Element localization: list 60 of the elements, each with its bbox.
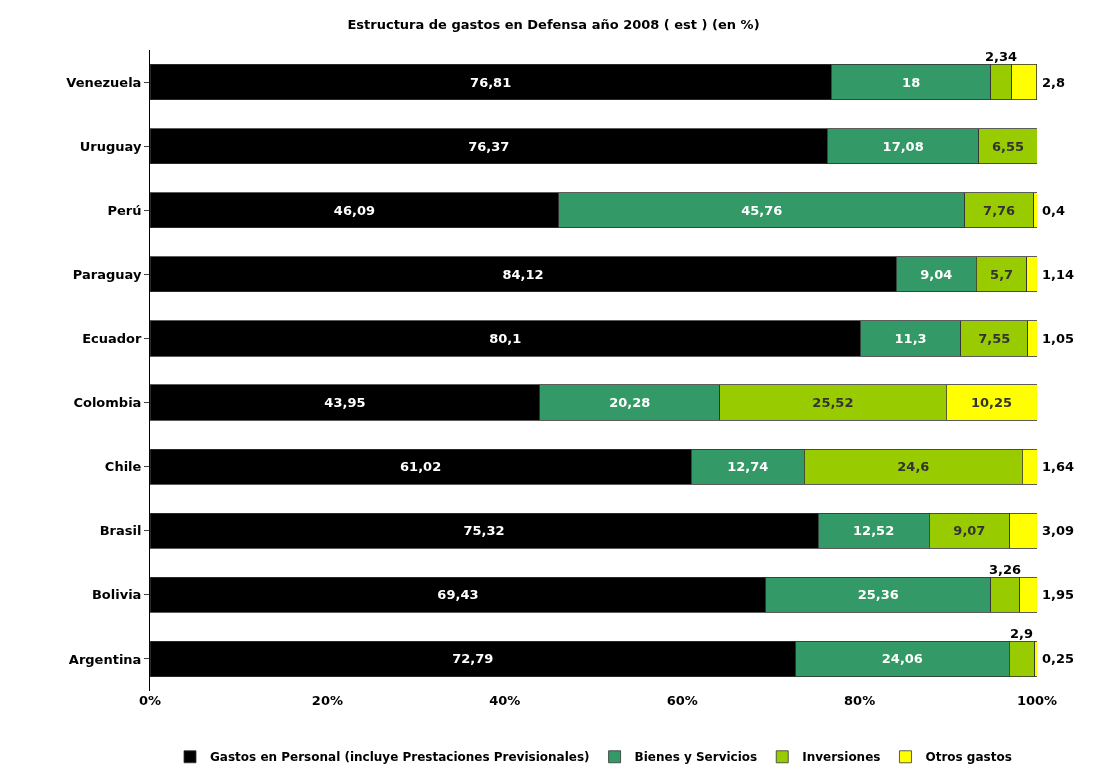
y-tick-label: Uruguay [79, 138, 142, 154]
y-tick-label: Colombia [73, 395, 142, 411]
x-tick-label: 60% [666, 693, 698, 708]
data-label: 43,95 [324, 395, 366, 411]
y-tick-label: Bolivia [91, 587, 142, 603]
data-label: 80,1 [489, 330, 522, 346]
data-label: 72,79 [452, 651, 494, 667]
data-label: 1,95 [1042, 587, 1075, 602]
y-tick-label: Argentina [68, 651, 142, 667]
x-tick-label: 20% [311, 693, 343, 708]
y-tick-label: Chile [104, 459, 142, 475]
y-tick-label: Venezuela [66, 74, 142, 90]
data-label: 46,09 [333, 202, 375, 218]
data-label: 24,6 [897, 459, 930, 475]
y-tick-label: Brasil [99, 523, 142, 539]
data-label: 5,7 [990, 266, 1014, 282]
legend-label: Inversiones [802, 750, 881, 765]
data-label: 17,08 [882, 138, 924, 154]
data-label: 25,36 [857, 587, 899, 603]
data-label: 1,64 [1042, 459, 1075, 474]
data-label: 2,34 [985, 49, 1018, 64]
data-label: 12,74 [727, 459, 769, 475]
y-tick-label: Paraguay [72, 266, 142, 282]
data-label: 2,9 [1010, 626, 1034, 641]
data-label: 45,76 [741, 202, 783, 218]
x-tick-label: 80% [844, 693, 876, 708]
data-label: 7,55 [978, 330, 1011, 346]
data-label: 84,12 [502, 266, 544, 282]
data-label: 76,81 [470, 74, 512, 90]
data-label: 75,32 [463, 523, 505, 539]
x-tick-label: 100% [1016, 693, 1058, 708]
data-label: 10,25 [970, 395, 1013, 411]
data-label: 0,25 [1042, 651, 1075, 666]
x-tick-label: 0% [138, 693, 162, 708]
data-label: 0,4 [1042, 203, 1066, 218]
data-label: 24,06 [881, 651, 923, 667]
data-label: 7,76 [983, 202, 1016, 218]
data-label: 3,26 [989, 562, 1022, 577]
data-label: 3,09 [1042, 523, 1075, 538]
y-tick-label: Perú [107, 202, 142, 218]
data-label: 9,07 [953, 523, 986, 539]
data-label: 1,05 [1042, 331, 1075, 346]
x-tick-label: 40% [489, 693, 521, 708]
data-label: 2,8 [1042, 75, 1066, 90]
data-label: 61,02 [400, 459, 442, 475]
data-label: 20,28 [609, 395, 651, 411]
data-label: 6,55 [991, 138, 1024, 154]
data-label: 1,14 [1042, 267, 1075, 282]
data-label: 18 [902, 74, 921, 90]
data-label: 9,04 [920, 266, 953, 282]
data-label: 25,52 [812, 395, 854, 411]
chart-title: Estructura de gastos en Defensa año 2008 ( est ) (en %) [347, 16, 760, 32]
legend-label: Gastos en Personal (incluye Prestaciones Previsionales) [210, 750, 590, 765]
legend-label: Bienes y Servicios [634, 750, 758, 765]
y-tick-label: Ecuador [82, 331, 142, 346]
data-label: 69,43 [437, 587, 479, 603]
data-label: 12,52 [853, 523, 895, 539]
data-label: 76,37 [468, 138, 510, 154]
data-label: 11,3 [894, 330, 927, 346]
legend-label: Otros gastos [925, 750, 1012, 765]
